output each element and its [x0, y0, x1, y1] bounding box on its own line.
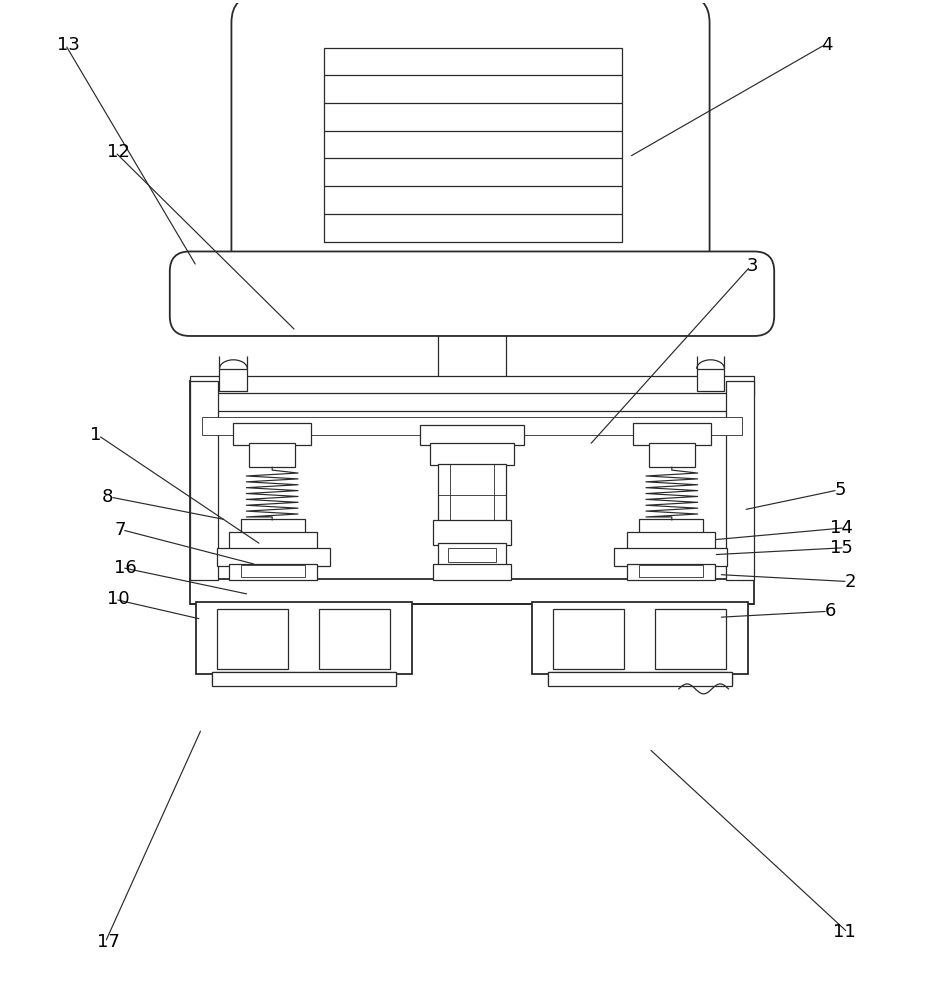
Bar [547, 672, 733, 686]
Bar [438, 464, 506, 522]
Bar [230, 532, 317, 549]
Text: 3: 3 [747, 257, 758, 275]
Text: 10: 10 [107, 590, 130, 608]
Bar [420, 425, 524, 445]
Text: 7: 7 [114, 521, 125, 539]
Bar [189, 376, 755, 396]
Bar [189, 381, 755, 580]
FancyBboxPatch shape [232, 0, 709, 299]
Bar [430, 443, 513, 465]
Bar [697, 369, 724, 391]
Bar [531, 602, 748, 674]
Bar [627, 532, 715, 549]
Text: 2: 2 [844, 573, 855, 591]
Text: 15: 15 [830, 539, 853, 557]
Bar [448, 548, 495, 562]
Bar [438, 543, 506, 565]
Bar [217, 609, 288, 669]
FancyBboxPatch shape [170, 251, 774, 336]
Bar [319, 609, 391, 669]
Bar [433, 520, 511, 545]
Bar [633, 423, 710, 445]
Bar [230, 564, 317, 580]
Text: 5: 5 [835, 481, 846, 499]
Bar [250, 443, 295, 467]
Bar [438, 313, 506, 391]
Text: 13: 13 [57, 36, 80, 54]
Bar [196, 602, 413, 674]
Bar [324, 48, 622, 242]
Bar [189, 579, 755, 604]
Text: 1: 1 [90, 426, 102, 444]
Bar [212, 672, 397, 684]
Bar [639, 519, 703, 534]
Text: 6: 6 [824, 602, 836, 620]
Bar [547, 672, 733, 684]
Bar [553, 609, 625, 669]
Bar [202, 417, 742, 435]
Bar [726, 381, 755, 580]
Bar [614, 548, 727, 566]
Text: 16: 16 [114, 559, 137, 577]
Bar [217, 548, 330, 566]
Bar [219, 369, 248, 391]
Bar [189, 381, 218, 580]
Text: 14: 14 [830, 519, 853, 537]
Text: 8: 8 [102, 488, 114, 506]
Text: 12: 12 [107, 143, 130, 161]
Bar [241, 565, 305, 577]
Bar [241, 519, 305, 534]
Bar [627, 564, 715, 580]
Text: 11: 11 [833, 923, 855, 941]
Text: 17: 17 [97, 933, 120, 951]
Bar [234, 423, 311, 445]
Bar [655, 609, 726, 669]
Bar [212, 672, 397, 686]
Bar [649, 443, 694, 467]
Bar [433, 564, 511, 580]
Bar [639, 565, 703, 577]
Bar [200, 393, 744, 411]
Text: 4: 4 [821, 36, 833, 54]
